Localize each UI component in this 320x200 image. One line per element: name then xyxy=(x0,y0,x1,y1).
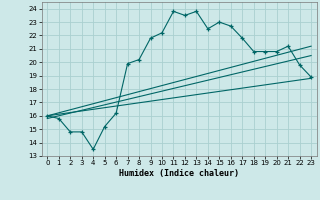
X-axis label: Humidex (Indice chaleur): Humidex (Indice chaleur) xyxy=(119,169,239,178)
